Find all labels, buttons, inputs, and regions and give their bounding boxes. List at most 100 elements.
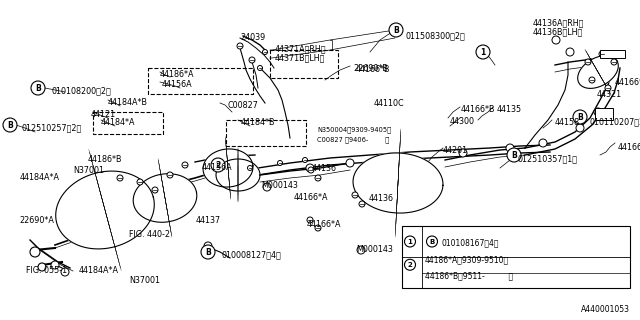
Text: C00827: C00827: [228, 101, 259, 110]
Polygon shape: [56, 171, 154, 249]
Bar: [595, 108, 613, 120]
Circle shape: [459, 149, 467, 157]
Text: 44184A*B: 44184A*B: [108, 98, 148, 107]
Text: B: B: [393, 26, 399, 35]
Text: 010108167　4、: 010108167 4、: [442, 238, 499, 247]
Circle shape: [346, 159, 354, 167]
Circle shape: [248, 165, 253, 171]
Text: 44110C: 44110C: [374, 99, 404, 108]
Text: 44186*B。9511-          〃: 44186*B。9511- 〃: [425, 271, 513, 280]
Text: FIG. 440-2: FIG. 440-2: [129, 230, 170, 239]
Circle shape: [315, 225, 321, 231]
Text: B: B: [429, 239, 435, 245]
Text: 44201: 44201: [443, 146, 468, 155]
Polygon shape: [353, 153, 443, 213]
Circle shape: [594, 108, 602, 116]
Text: C00827 〄9406-        々: C00827 〄9406- 々: [317, 136, 389, 143]
Text: 44158: 44158: [555, 118, 580, 127]
Circle shape: [137, 179, 143, 185]
Circle shape: [576, 124, 584, 132]
Text: A440001053: A440001053: [581, 305, 630, 314]
Circle shape: [611, 59, 617, 65]
Circle shape: [539, 139, 547, 147]
Text: 44166*B: 44166*B: [618, 143, 640, 152]
Text: 012510357　1、: 012510357 1、: [517, 154, 577, 163]
Text: 44136: 44136: [369, 194, 394, 203]
Text: 44156A: 44156A: [162, 80, 193, 89]
Text: 44136B〈LH〉: 44136B〈LH〉: [533, 27, 583, 36]
Text: M000143: M000143: [261, 181, 298, 190]
Circle shape: [307, 217, 313, 223]
Polygon shape: [203, 149, 253, 187]
Text: 44184A*A: 44184A*A: [20, 173, 60, 182]
Circle shape: [249, 57, 255, 63]
Text: 2: 2: [408, 262, 412, 268]
Circle shape: [426, 236, 438, 247]
Circle shape: [599, 51, 605, 57]
Text: FIG. 055-1: FIG. 055-1: [26, 266, 67, 275]
Text: 22690*A: 22690*A: [19, 216, 54, 225]
Circle shape: [3, 118, 17, 132]
Text: 44156A: 44156A: [202, 163, 232, 172]
Circle shape: [506, 144, 514, 152]
Text: N350004　9309-9405、: N350004 9309-9405、: [317, 126, 391, 132]
Text: 010110207　2、: 010110207 2、: [590, 117, 640, 126]
Circle shape: [263, 183, 271, 191]
Circle shape: [404, 236, 415, 247]
Text: 44137: 44137: [196, 216, 221, 225]
Text: 44184*B: 44184*B: [241, 118, 275, 127]
Circle shape: [51, 261, 59, 269]
Circle shape: [237, 43, 243, 49]
Circle shape: [201, 245, 215, 259]
Text: 1: 1: [481, 48, 486, 57]
Circle shape: [61, 268, 69, 276]
Text: 010008127　4、: 010008127 4、: [222, 250, 282, 259]
Text: 22690*B: 22690*B: [353, 64, 388, 73]
Circle shape: [30, 247, 40, 257]
Text: 44166*B: 44166*B: [461, 105, 495, 114]
Text: 44184*A: 44184*A: [101, 118, 136, 127]
Text: 44186*A: 44186*A: [160, 70, 195, 79]
Circle shape: [38, 263, 46, 271]
Text: 44186*A　9309-9510、: 44186*A 9309-9510、: [425, 255, 509, 264]
Text: 44136A〈RH〉: 44136A〈RH〉: [533, 18, 584, 27]
Circle shape: [31, 81, 45, 95]
Circle shape: [507, 148, 521, 162]
Text: 44300: 44300: [450, 117, 475, 126]
Circle shape: [308, 167, 314, 173]
Circle shape: [315, 175, 321, 181]
Circle shape: [306, 164, 314, 172]
Polygon shape: [216, 159, 260, 191]
Circle shape: [303, 157, 307, 163]
Text: B: B: [35, 84, 41, 93]
Circle shape: [404, 259, 415, 270]
Circle shape: [262, 50, 268, 54]
Text: 44121: 44121: [91, 110, 116, 119]
Text: B: B: [7, 121, 13, 130]
Circle shape: [152, 187, 158, 193]
Text: 44321: 44321: [597, 90, 622, 99]
Circle shape: [357, 246, 365, 254]
Text: 44166*A: 44166*A: [294, 193, 328, 202]
Text: 1: 1: [408, 239, 412, 245]
Polygon shape: [578, 56, 618, 88]
Circle shape: [117, 175, 123, 181]
Text: 2: 2: [216, 161, 221, 170]
Circle shape: [352, 192, 358, 198]
Circle shape: [182, 162, 188, 168]
Circle shape: [585, 59, 591, 65]
Text: B: B: [511, 151, 517, 160]
Circle shape: [278, 161, 282, 165]
Text: N37001: N37001: [129, 276, 160, 285]
Text: 012510257　2、: 012510257 2、: [22, 123, 83, 132]
Circle shape: [389, 23, 403, 37]
Text: 44166*B: 44166*B: [356, 65, 390, 74]
Polygon shape: [133, 174, 196, 222]
Bar: [600, 50, 625, 58]
Circle shape: [359, 201, 365, 207]
Circle shape: [552, 36, 560, 44]
Text: 44135: 44135: [497, 105, 522, 114]
Text: 44184A*A: 44184A*A: [79, 266, 119, 275]
Circle shape: [257, 66, 262, 70]
Text: B: B: [205, 248, 211, 257]
